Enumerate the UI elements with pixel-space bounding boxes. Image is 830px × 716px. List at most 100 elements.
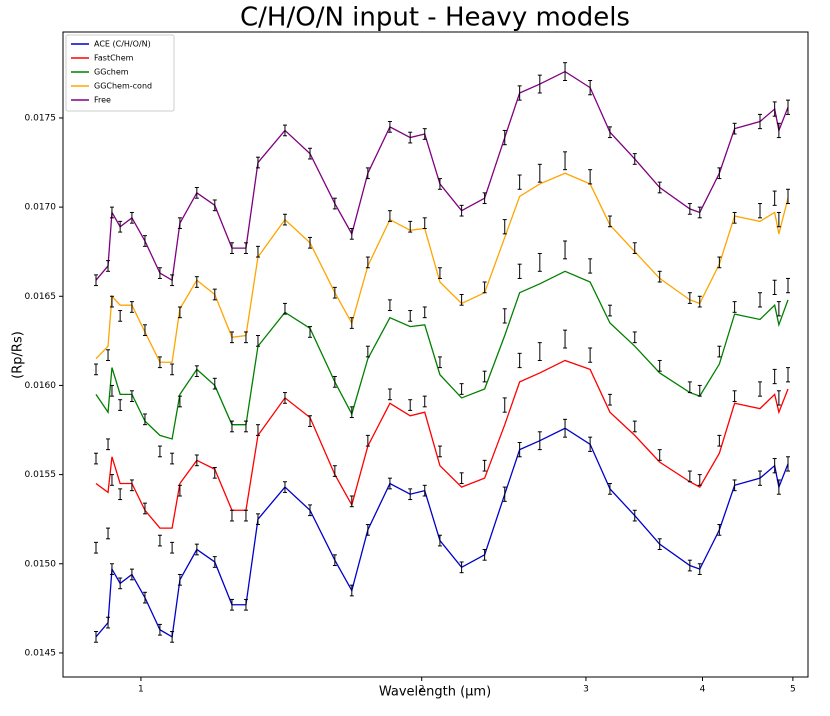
legend-label: GGchem — [94, 68, 129, 77]
error-bar — [157, 623, 162, 636]
plot-frame — [62, 31, 809, 678]
error-bar — [422, 306, 427, 319]
error-bar — [408, 488, 413, 501]
error-bar — [332, 554, 337, 567]
error-bar — [588, 258, 593, 274]
error-bar — [687, 292, 692, 304]
error-bar — [129, 301, 134, 313]
error-bar — [118, 220, 123, 233]
error-bar — [142, 235, 147, 247]
error-bar — [657, 181, 662, 194]
error-bar — [142, 591, 147, 604]
error-bar — [106, 616, 111, 629]
x-axis-label: Wavelength (μm) — [379, 685, 491, 700]
error-bar — [588, 436, 593, 452]
error-bar — [757, 113, 762, 130]
y-tick-label: 0.0150 — [25, 559, 57, 569]
error-bar — [106, 349, 111, 361]
error-bar — [332, 465, 337, 477]
error-bar — [243, 420, 248, 433]
error-bar — [437, 267, 442, 279]
error-bar — [229, 509, 234, 522]
error-bar — [349, 317, 354, 329]
error-bar — [459, 383, 464, 395]
error-bar — [607, 215, 612, 228]
error-bar — [118, 488, 123, 501]
error-bar — [482, 548, 487, 561]
error-bar — [142, 502, 147, 515]
error-bar — [632, 153, 637, 165]
x-tick-label: 2 — [419, 685, 425, 695]
error-bar — [194, 365, 199, 378]
error-bar — [332, 376, 337, 388]
error-bar — [459, 561, 464, 574]
error-bar — [757, 203, 762, 219]
chart-title: C/H/O/N input - Heavy models — [240, 3, 630, 33]
error-bar — [732, 390, 737, 402]
error-bar — [776, 122, 781, 139]
error-bar — [387, 210, 392, 222]
error-bar — [517, 263, 522, 279]
error-bar — [482, 370, 487, 383]
error-bar — [563, 418, 568, 438]
error-bar — [786, 456, 791, 472]
error-bar — [194, 543, 199, 556]
error-bar — [697, 206, 702, 219]
error-bar — [308, 326, 313, 338]
error-bar — [387, 299, 392, 312]
error-bar — [170, 541, 175, 554]
error-bar — [408, 220, 413, 233]
error-bar — [502, 129, 507, 146]
error-bar — [697, 295, 702, 308]
legend-label: ACE (C/H/O/N) — [94, 40, 151, 49]
error-bar — [106, 527, 111, 540]
error-bar — [365, 434, 370, 447]
error-bar — [632, 509, 637, 522]
error-bar — [772, 190, 777, 206]
error-bar — [365, 524, 370, 536]
error-bar — [422, 395, 427, 408]
error-bar — [93, 631, 98, 643]
error-bar — [177, 217, 182, 230]
error-bar — [229, 598, 234, 611]
error-bar — [212, 199, 217, 212]
error-bar — [109, 206, 114, 219]
error-bar — [109, 474, 114, 486]
error-bar — [129, 568, 134, 581]
error-bar — [255, 245, 260, 258]
error-bar — [422, 217, 427, 230]
error-bar — [422, 484, 427, 497]
error-bar — [437, 178, 442, 190]
error-bar — [757, 292, 762, 308]
error-bar — [129, 390, 134, 402]
error-bar — [212, 288, 217, 301]
error-bar — [588, 80, 593, 96]
error-bar — [537, 431, 542, 451]
error-bar — [563, 62, 568, 82]
y-tick-label: 0.0165 — [25, 292, 57, 302]
error-bar — [308, 504, 313, 517]
legend-label: FastChem — [94, 54, 134, 63]
error-bar — [422, 128, 427, 140]
y-tick-label: 0.0155 — [25, 470, 57, 480]
error-bar — [459, 293, 464, 306]
error-bar — [229, 331, 234, 344]
error-bar — [332, 286, 337, 299]
error-bar — [687, 381, 692, 394]
error-bar — [517, 352, 522, 369]
error-bar — [93, 452, 98, 465]
legend-label: GGChem-cond — [94, 82, 152, 91]
error-bar — [607, 126, 612, 139]
error-bar — [607, 304, 612, 317]
error-bar — [106, 260, 111, 272]
error-bar — [170, 274, 175, 287]
error-bar — [109, 384, 114, 397]
error-bar — [437, 534, 442, 547]
x-tick-label: 1 — [138, 685, 144, 695]
error-bar — [177, 484, 182, 497]
error-bar — [437, 445, 442, 458]
error-bar — [255, 513, 260, 526]
error-bar — [607, 393, 612, 406]
error-bar — [349, 406, 354, 419]
